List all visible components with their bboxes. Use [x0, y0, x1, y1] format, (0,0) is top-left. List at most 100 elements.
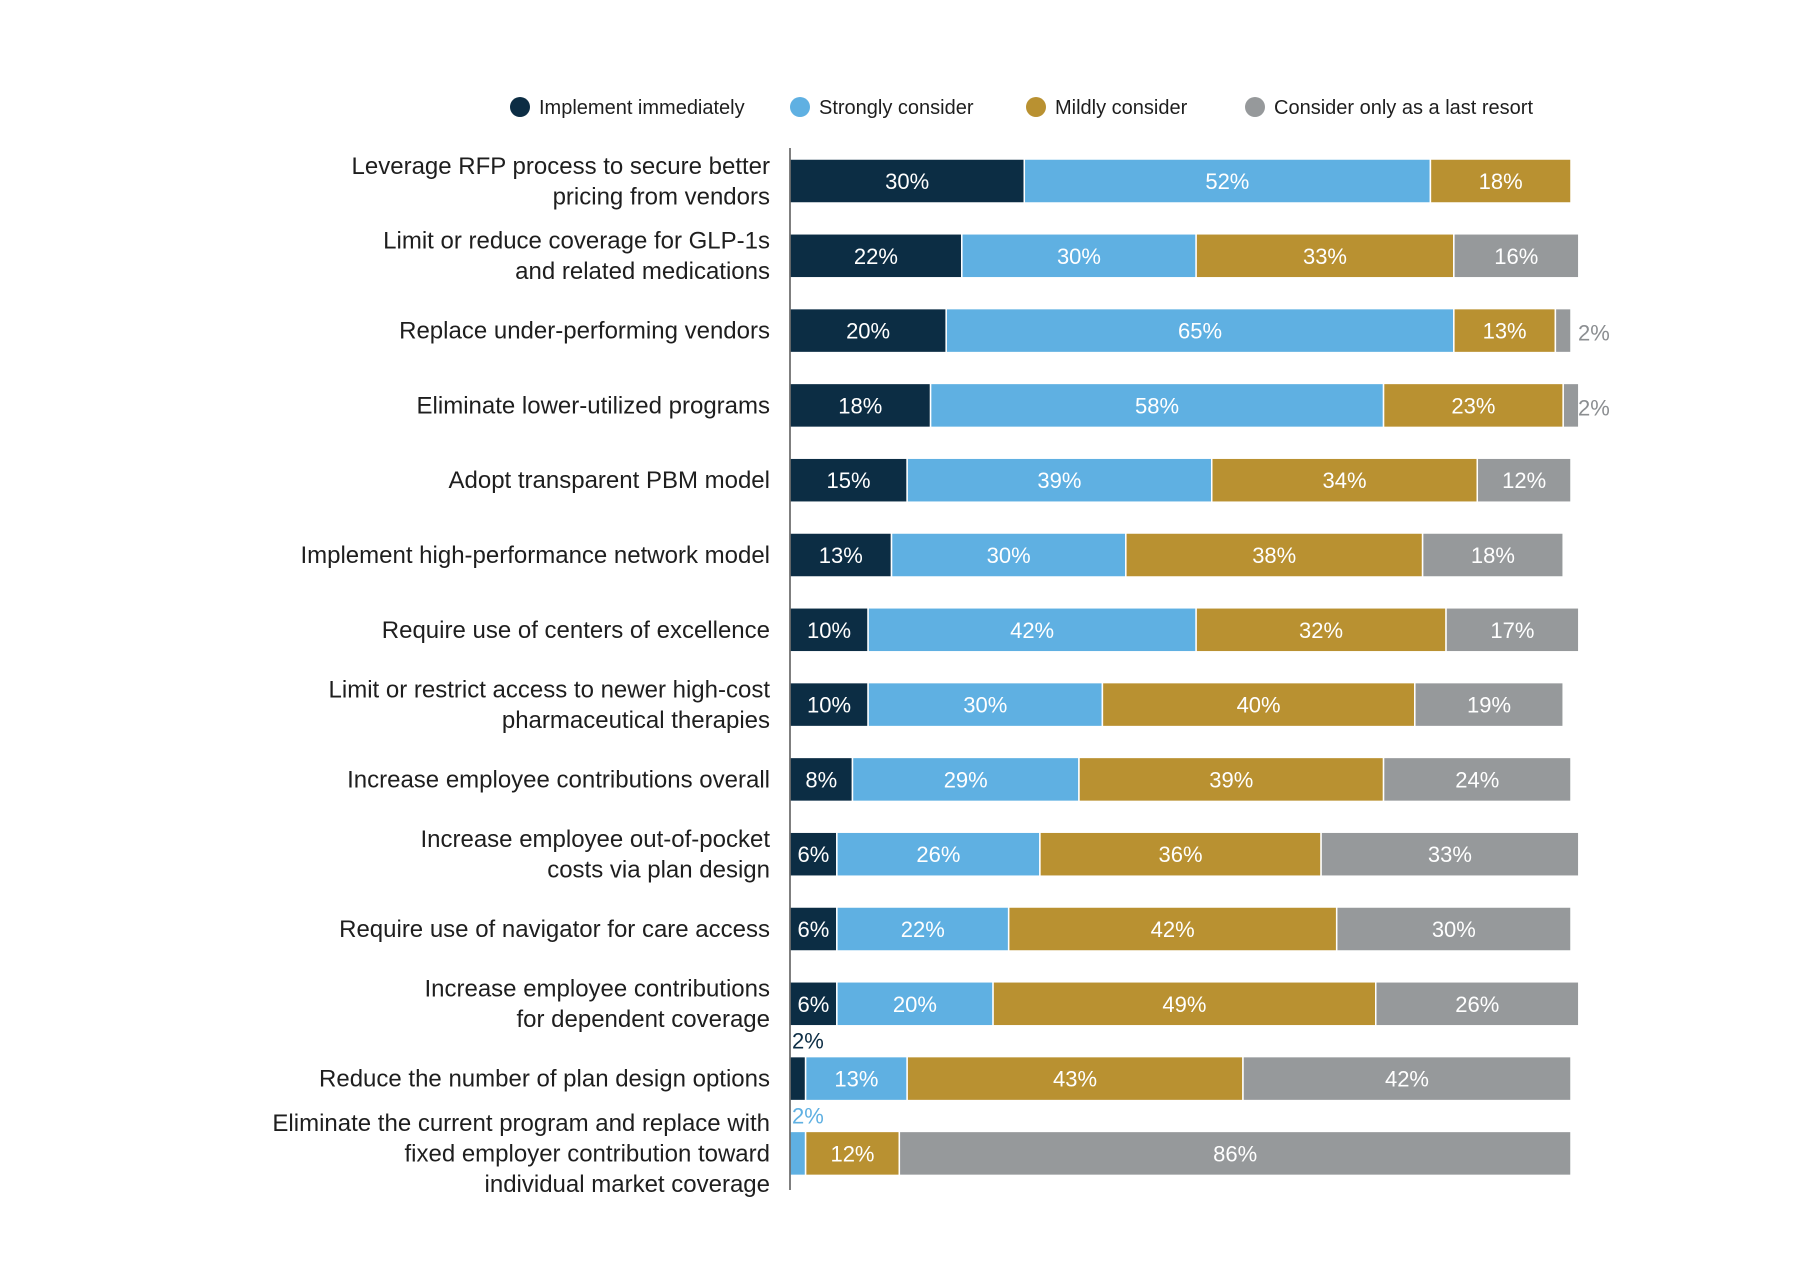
data-label: 30%: [963, 693, 1007, 718]
bar-segment: [789, 457, 908, 503]
data-label: 17%: [1490, 618, 1534, 643]
category-label: Replace under-performing vendors: [399, 318, 770, 345]
legend-swatch-0: [510, 97, 530, 117]
bar-segment: [890, 532, 1127, 578]
data-label: 6%: [798, 992, 830, 1017]
data-label: 2%: [1578, 395, 1610, 420]
category-label: Increase employee contributions for depen…: [424, 976, 770, 1034]
data-label: 10%: [807, 693, 851, 718]
category-label: Implement high-performance network model: [300, 542, 770, 569]
data-label: 49%: [1162, 992, 1206, 1017]
data-label: 52%: [1205, 169, 1249, 194]
data-label: 29%: [944, 767, 988, 792]
category-label: Leverage RFP process to secure better pri…: [352, 153, 770, 211]
data-label: 36%: [1158, 842, 1202, 867]
bar-segment: [836, 981, 994, 1027]
data-label: 20%: [893, 992, 937, 1017]
bar-segment: [898, 1130, 1572, 1177]
legend-label-3: Consider only as a last resort: [1274, 97, 1533, 119]
data-label: 10%: [807, 618, 851, 643]
data-label: 18%: [838, 393, 882, 418]
bar-segment: [789, 1055, 807, 1102]
data-label: 2%: [792, 1103, 824, 1128]
category-label: Eliminate lower-utilized programs: [417, 392, 770, 419]
data-label: 15%: [827, 468, 871, 493]
category-label: Reduce the number of plan design options: [319, 1066, 770, 1093]
data-label: 40%: [1237, 693, 1281, 718]
bar-segment: [789, 981, 838, 1027]
legend: Implement immediately Strongly consider Mi…: [510, 97, 1533, 119]
data-label: 58%: [1135, 393, 1179, 418]
bar-segment: [1023, 158, 1432, 204]
data-label: 6%: [798, 917, 830, 942]
bar-segment: [789, 158, 1026, 204]
data-label: 32%: [1299, 618, 1343, 643]
data-label: 8%: [805, 767, 837, 792]
data-label: 30%: [885, 169, 929, 194]
data-label: 30%: [987, 543, 1031, 568]
bar-segment: [1382, 382, 1564, 429]
bar-segment: [1562, 382, 1580, 429]
bar-segment: [1210, 457, 1479, 503]
category-label: Require use of centers of excellence: [382, 617, 770, 644]
category-labels: Leverage RFP process to secure better pri…: [272, 153, 770, 1198]
bar-segment: [961, 233, 1197, 279]
legend-swatch-3: [1245, 97, 1265, 117]
bar-segment: [836, 831, 1041, 877]
data-label: 12%: [1502, 468, 1546, 493]
data-label: 42%: [1151, 917, 1195, 942]
data-label: 26%: [916, 842, 960, 867]
data-label: 34%: [1322, 468, 1366, 493]
data-label: 16%: [1494, 244, 1538, 269]
data-label: 39%: [1209, 767, 1253, 792]
legend-label-2: Mildly consider: [1055, 97, 1188, 119]
bar-segment: [1039, 831, 1322, 877]
legend-label-0: Implement immediately: [539, 97, 745, 119]
bar-segment: [1320, 831, 1580, 877]
data-label: 18%: [1471, 543, 1515, 568]
bar-segment: [1429, 158, 1572, 204]
data-label: 43%: [1053, 1067, 1097, 1092]
category-label: Adopt transparent PBM model: [448, 467, 770, 494]
bar-segment: [867, 607, 1197, 653]
bar-segment: [804, 1130, 901, 1177]
bar-segment: [1382, 756, 1572, 803]
bar-segment: [789, 607, 869, 653]
bar-segment: [1007, 906, 1338, 952]
bar-segment: [1335, 906, 1572, 952]
data-label: 38%: [1252, 543, 1296, 568]
bar-segment: [1476, 457, 1572, 503]
bar-segment: [836, 906, 1010, 952]
data-label: 12%: [830, 1141, 874, 1166]
bar-segment: [929, 382, 1385, 429]
bar-segment: [1375, 981, 1580, 1027]
category-label: Eliminate the current program and replac…: [272, 1110, 770, 1198]
category-label: Limit or restrict access to newer high-c…: [329, 676, 771, 734]
data-label: 23%: [1451, 393, 1495, 418]
data-label: 18%: [1479, 169, 1523, 194]
data-label: 13%: [1483, 319, 1527, 344]
data-label: 13%: [819, 543, 863, 568]
bar-segment: [1445, 607, 1580, 653]
bar-segment: [906, 1055, 1244, 1102]
category-label: Require use of navigator for care access: [339, 916, 770, 943]
data-label: 33%: [1303, 244, 1347, 269]
bars: 30% 52% 18% 22% 30% 33% 16% 20% 65% 13% 2% 18% 58% 23…: [789, 158, 1610, 1177]
bar-segment: [789, 906, 838, 952]
bar-segment: [851, 756, 1080, 803]
bar-segment: [867, 681, 1104, 728]
data-label: 24%: [1455, 767, 1499, 792]
legend-swatch-1: [790, 97, 810, 117]
data-label: 30%: [1432, 917, 1476, 942]
bar-segment: [1453, 307, 1557, 354]
data-label: 2%: [1578, 321, 1610, 346]
bar-segment: [789, 831, 838, 877]
legend-swatch-2: [1026, 97, 1046, 117]
bar-segment: [1242, 1055, 1572, 1102]
data-label: 65%: [1178, 319, 1222, 344]
data-label: 42%: [1010, 618, 1054, 643]
data-label: 30%: [1057, 244, 1101, 269]
bar-segment: [1414, 681, 1564, 728]
category-label: Increase employee contributions overall: [347, 766, 770, 793]
